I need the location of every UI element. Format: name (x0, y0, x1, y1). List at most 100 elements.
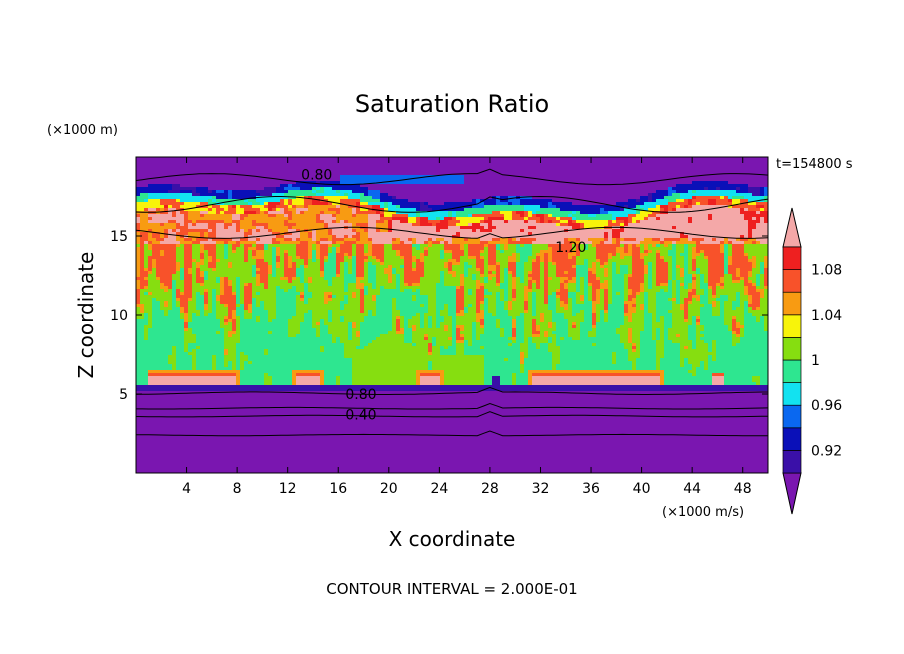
field-cell (180, 226, 185, 230)
field-cell (272, 292, 277, 296)
field-cell (232, 319, 237, 323)
field-cell (316, 166, 321, 170)
field-cell (140, 220, 145, 224)
field-cell (208, 316, 213, 320)
field-cell (296, 421, 301, 425)
field-cell (184, 439, 189, 443)
field-cell (304, 346, 309, 350)
field-cell (264, 358, 269, 362)
field-cell (168, 244, 173, 248)
field-cell (224, 262, 229, 266)
field-cell (280, 157, 285, 161)
field-cell (184, 457, 189, 461)
field-cell (156, 409, 161, 413)
field-cell (208, 178, 213, 182)
field-cell (176, 157, 181, 161)
field-cell (156, 166, 161, 170)
field-cell (272, 307, 277, 311)
field-cell (280, 415, 285, 419)
field-cell (272, 190, 277, 194)
field-cell (264, 370, 269, 374)
field-cell (236, 280, 241, 284)
field-cell (212, 445, 217, 449)
field-cell (200, 229, 205, 233)
field-cell (300, 172, 305, 176)
field-cell (164, 394, 169, 398)
field-cell (156, 211, 161, 215)
field-cell (152, 448, 157, 452)
field-cell (164, 226, 169, 230)
field-cell (168, 172, 173, 176)
field-cell (312, 451, 317, 455)
field-cell (284, 379, 289, 383)
field-cell (140, 430, 145, 434)
field-cell (164, 436, 169, 440)
field-cell (248, 466, 253, 470)
field-cell (276, 208, 281, 212)
field-cell (160, 169, 165, 173)
field-cell (304, 385, 309, 389)
field-cell (268, 205, 273, 209)
field-cell (304, 436, 309, 440)
field-cell (256, 217, 261, 221)
field-cell (216, 346, 221, 350)
field-cell (192, 382, 197, 386)
field-cell (216, 280, 221, 284)
field-cell (280, 313, 285, 317)
field-cell (224, 355, 229, 359)
field-cell (208, 202, 213, 206)
field-cell (320, 193, 325, 197)
field-cell (160, 457, 165, 461)
field-cell (316, 199, 321, 203)
field-cell (148, 463, 153, 467)
field-cell (216, 328, 221, 332)
field-cell (320, 382, 325, 386)
field-cell (284, 331, 289, 335)
field-cell (192, 280, 197, 284)
field-cell (232, 190, 237, 194)
field-cell (272, 454, 277, 458)
field-cell (288, 184, 293, 188)
field-cell (192, 208, 197, 212)
field-cell (192, 337, 197, 341)
field-cell (284, 241, 289, 245)
field-cell (152, 196, 157, 200)
field-cell (212, 283, 217, 287)
field-cell (164, 160, 169, 164)
field-cell (284, 268, 289, 272)
field-cell (312, 373, 317, 377)
field-cell (304, 403, 309, 407)
field-cell (220, 331, 225, 335)
field-cell (252, 349, 257, 353)
field-cell (156, 208, 161, 212)
field-cell (152, 181, 157, 185)
field-cell (212, 316, 217, 320)
field-cell (248, 205, 253, 209)
field-cell (156, 379, 161, 383)
field-cell (272, 355, 277, 359)
field-cell (276, 235, 281, 239)
field-cell (180, 349, 185, 353)
field-cell (228, 439, 233, 443)
field-cell (292, 430, 297, 434)
field-cell (160, 304, 165, 308)
field-cell (232, 370, 237, 374)
field-cell (280, 385, 285, 389)
field-cell (260, 301, 265, 305)
field-cell (244, 319, 249, 323)
field-cell (260, 316, 265, 320)
field-cell (144, 430, 149, 434)
field-cell (288, 187, 293, 191)
field-cell (308, 205, 313, 209)
field-cell (320, 250, 325, 254)
field-cell (136, 271, 141, 275)
field-cell (252, 283, 257, 287)
field-cell (268, 385, 273, 389)
field-cell (148, 256, 153, 260)
field-cell (304, 253, 309, 257)
field-cell (156, 466, 161, 470)
field-cell (208, 385, 213, 389)
field-cell (248, 463, 253, 467)
field-cell (236, 256, 241, 260)
field-cell (144, 295, 149, 299)
